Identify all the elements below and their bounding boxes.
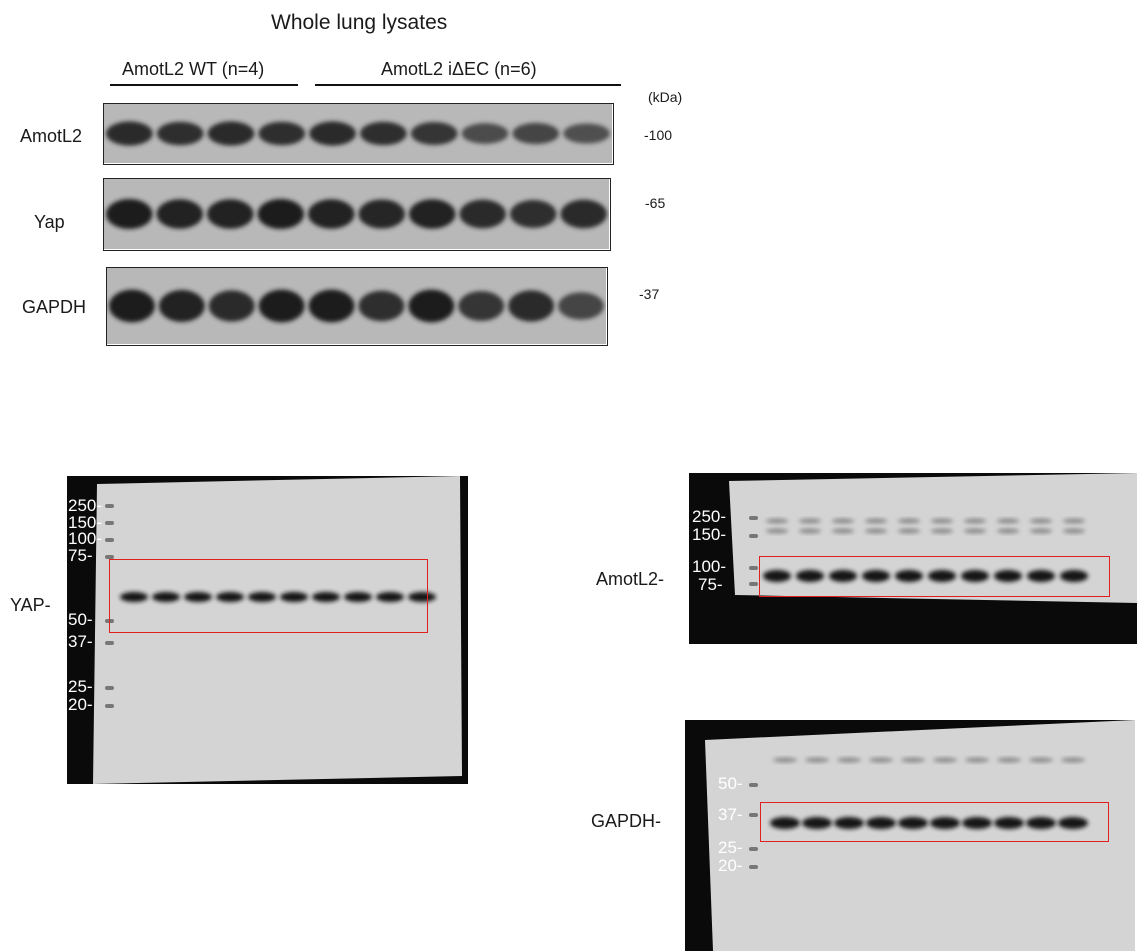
strip-label-yap: Yap	[34, 212, 65, 232]
band-lane-9	[512, 122, 560, 145]
band-lane-1	[108, 289, 155, 323]
ladder-label: 25-	[718, 838, 743, 857]
ladder-label: 100-	[68, 529, 103, 548]
ladder-label: 37-	[718, 805, 743, 824]
band-lane-5	[308, 289, 355, 323]
side-label-yap: YAP-	[10, 595, 51, 615]
band-lane-4	[257, 198, 304, 230]
band-lane-8	[994, 817, 1024, 829]
band-lane-9	[1026, 817, 1056, 829]
highlight-box-gapdh	[760, 802, 1109, 842]
blot-strip-amotl2	[103, 103, 614, 165]
ladder-label: 100-	[692, 557, 727, 576]
band-lane-9	[508, 290, 555, 322]
band-lane-10	[558, 292, 605, 320]
ladder-label: 50-	[68, 610, 93, 629]
strip-label-gapdh: GAPDH	[22, 297, 87, 317]
group-label-iec: AmotL2 iΔEC (n=6)	[381, 59, 537, 79]
band-lane-9	[1027, 570, 1055, 582]
highlight-box-amotl2	[759, 556, 1110, 597]
band-lane-7	[312, 592, 340, 602]
ladder-label: 50-	[718, 774, 743, 793]
band-lane-8	[994, 570, 1022, 582]
marker-37: -37	[639, 286, 660, 302]
band-lane-3	[207, 199, 254, 229]
band-lane-6	[928, 570, 956, 582]
band-lane-7	[961, 570, 989, 582]
band-lane-1	[120, 592, 148, 602]
band-lane-9	[376, 592, 404, 602]
band-lane-2	[802, 817, 832, 829]
band-lane-7	[962, 817, 992, 829]
band-lane-1	[106, 198, 153, 230]
ladder-label: 250-	[692, 507, 727, 526]
band-lane-3	[207, 121, 255, 146]
marker-100: -100	[644, 127, 673, 143]
band-lane-6	[930, 817, 960, 829]
band-lane-1	[770, 817, 800, 829]
ladder-label: 25-	[68, 677, 93, 696]
band-lane-6	[280, 592, 308, 602]
band-lane-9	[510, 200, 557, 228]
band-lane-10	[408, 592, 436, 602]
kda-unit: (kDa)	[648, 89, 683, 105]
figure-title: Whole lung lysates	[271, 11, 448, 34]
band-lane-2	[152, 592, 180, 602]
band-lane-10	[1060, 570, 1088, 582]
band-lane-10	[560, 199, 607, 229]
band-lane-3	[829, 570, 857, 582]
full-blot-amotl2	[689, 473, 1137, 644]
ladder-label: 20-	[68, 695, 93, 714]
band-lane-1	[763, 570, 791, 582]
band-lane-2	[156, 121, 204, 146]
band-lane-5	[248, 592, 276, 602]
band-lane-3	[834, 817, 864, 829]
band-lane-8	[461, 123, 509, 144]
blot-strip-yap	[103, 178, 611, 251]
group-rule-iec	[315, 84, 621, 86]
band-lane-5	[895, 570, 923, 582]
band-lane-6	[358, 290, 405, 322]
highlight-box-yap	[109, 559, 428, 633]
blot-strip-gapdh	[106, 267, 608, 346]
band-lane-5	[308, 199, 355, 229]
full-blot-yap	[67, 476, 468, 784]
band-lane-2	[158, 290, 205, 322]
ladder-label: 37-	[68, 632, 93, 651]
ladder-label: 250-	[68, 496, 103, 515]
band-lane-4	[258, 121, 306, 146]
band-lane-2	[796, 570, 824, 582]
ladder-label: 75-	[698, 575, 723, 594]
band-lane-7	[409, 199, 456, 229]
band-lane-1	[106, 121, 153, 146]
band-lane-8	[459, 199, 506, 229]
band-lane-6	[360, 121, 407, 146]
band-lane-7	[410, 121, 458, 146]
ladder-label: 75-	[68, 546, 93, 565]
ladder-label: 150-	[68, 513, 103, 532]
band-lane-3	[208, 290, 255, 322]
band-lane-4	[862, 570, 890, 582]
side-label-amotl2: AmotL2-	[596, 569, 665, 589]
band-lane-6	[358, 199, 405, 229]
band-lane-4	[216, 592, 244, 602]
band-lane-4	[866, 817, 896, 829]
band-lane-5	[898, 817, 928, 829]
band-lane-4	[258, 289, 305, 323]
group-rule-wt	[110, 84, 298, 86]
band-lane-8	[344, 592, 372, 602]
band-lane-5	[309, 121, 356, 146]
band-lane-10	[1058, 817, 1088, 829]
ladder-label: 20-	[718, 856, 743, 875]
band-lane-3	[184, 592, 212, 602]
band-lane-10	[563, 123, 610, 144]
band-lane-7	[408, 289, 455, 323]
ladder-label: 150-	[692, 525, 727, 544]
band-lane-8	[458, 291, 505, 321]
side-label-gapdh: GAPDH-	[591, 811, 662, 831]
group-label-wt: AmotL2 WT (n=4)	[122, 59, 265, 79]
band-lane-2	[156, 199, 203, 229]
strip-label-amotl2: AmotL2	[20, 126, 83, 146]
marker-65: -65	[645, 195, 666, 211]
